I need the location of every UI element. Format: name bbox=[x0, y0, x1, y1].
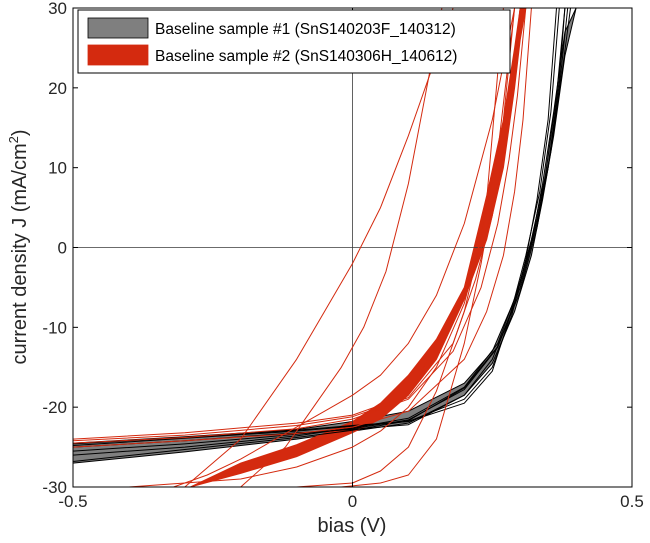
y-tick-label: 10 bbox=[48, 159, 67, 178]
band-sample-1 bbox=[73, 8, 577, 464]
curve-sample-1-3 bbox=[73, 8, 566, 448]
legend-swatch-sample-2 bbox=[87, 44, 149, 66]
curve-sample-2-3 bbox=[73, 8, 532, 448]
legend-label-sample-1: Baseline sample #1 (SnS140203F_140312) bbox=[155, 21, 456, 38]
x-tick-label: 0.5 bbox=[620, 492, 644, 511]
y-axis-label-superscript: 2 bbox=[6, 136, 21, 143]
tick-layer: -0.5 0 0.5 -30 -20 -10 0 10 20 30 bbox=[42, 0, 643, 511]
y-tick-label: 20 bbox=[48, 79, 67, 98]
legend-swatch-sample-1 bbox=[87, 17, 149, 39]
curve-sample-1-5 bbox=[73, 8, 566, 462]
curve-sample-2-2 bbox=[73, 8, 527, 444]
x-axis-label: bias (V) bbox=[318, 515, 387, 537]
curve-sample-2-8 bbox=[128, 8, 516, 487]
x-tick-label: 0 bbox=[348, 492, 357, 511]
y-tick-label: 30 bbox=[48, 0, 67, 18]
y-tick-label: -10 bbox=[42, 318, 67, 337]
y-axis-label-suffix: ) bbox=[9, 129, 31, 136]
curve-sample-1-4 bbox=[73, 8, 560, 446]
curve-sample-2-5 bbox=[184, 8, 454, 487]
y-tick-label: -20 bbox=[42, 398, 67, 417]
x-tick-label: -0.5 bbox=[58, 492, 87, 511]
curve-sample-1-6 bbox=[73, 8, 557, 445]
plot-layer bbox=[73, 8, 632, 487]
curve-sample-2-6 bbox=[240, 8, 443, 487]
y-axis-label: current density J (mA/cm2) bbox=[6, 129, 31, 364]
legend-label-sample-2: Baseline sample #2 (SnS140306H_140612) bbox=[155, 48, 457, 65]
y-tick-label: 0 bbox=[58, 239, 67, 258]
legend-box bbox=[77, 9, 511, 74]
curve-sample-2-10 bbox=[341, 8, 516, 487]
curve-sample-2-7 bbox=[173, 8, 516, 487]
legend: Baseline sample #1 (SnS140203F_140312) B… bbox=[77, 9, 511, 74]
y-tick-label: -30 bbox=[42, 478, 67, 497]
y-axis-label-main: current density J (mA/cm bbox=[9, 143, 31, 364]
curve-sample-2-4 bbox=[73, 8, 521, 440]
curve-sample-2-9 bbox=[296, 8, 504, 487]
